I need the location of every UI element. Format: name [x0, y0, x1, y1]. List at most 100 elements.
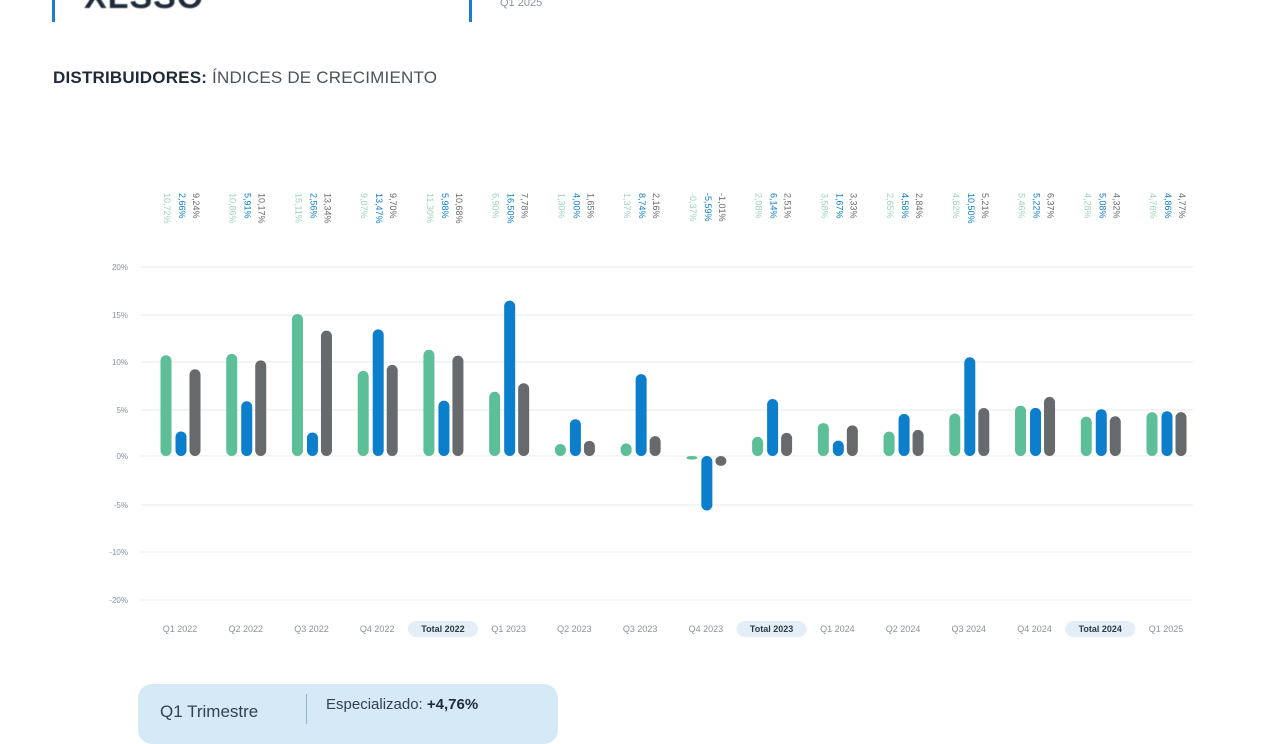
- x-tick-label: Q3 2023: [623, 624, 658, 634]
- data-label: 10,86%: [228, 193, 238, 224]
- bar: [701, 456, 713, 511]
- bar: [1109, 416, 1121, 456]
- y-tick-label: 10%: [112, 358, 128, 367]
- x-tick-label: Q2 2022: [228, 624, 263, 634]
- data-label: 4,32%: [1111, 193, 1121, 219]
- summary-label: Especializado:: [326, 696, 423, 713]
- data-label: 4,86%: [1163, 193, 1173, 219]
- bar: [781, 432, 793, 456]
- bar: [1161, 411, 1173, 456]
- bar: [255, 360, 267, 456]
- page-subtitle: Q1 2025: [500, 0, 543, 9]
- bar: [438, 400, 450, 456]
- data-label: 6,90%: [491, 193, 501, 219]
- data-label: 9,07%: [359, 193, 369, 219]
- data-label: 2,65%: [885, 193, 895, 219]
- data-label: -0,37%: [688, 193, 698, 222]
- x-tick-label: Total 2022: [421, 624, 464, 634]
- bar: [1080, 416, 1092, 456]
- data-label: 10,50%: [966, 193, 976, 224]
- y-tick-label: -10%: [109, 548, 128, 557]
- bar: [518, 383, 530, 456]
- bar: [189, 369, 201, 456]
- summary-card: Q1 Trimestre Especializado: +4,76%: [138, 684, 558, 744]
- bar: [291, 313, 303, 456]
- x-tick-label: Q2 2023: [557, 624, 592, 634]
- bar: [175, 431, 187, 456]
- data-label: 7,78%: [520, 193, 530, 219]
- data-label: 10,68%: [454, 193, 464, 224]
- bar: [752, 436, 764, 456]
- data-label: 1,30%: [556, 193, 566, 219]
- data-label: -5,59%: [703, 193, 713, 222]
- x-tick-label: Q4 2024: [1017, 624, 1052, 634]
- bar: [846, 425, 858, 456]
- data-label: 1,67%: [834, 193, 844, 219]
- x-tick-label: Q3 2022: [294, 624, 329, 634]
- bar: [452, 355, 464, 456]
- data-label: 5,22%: [1032, 193, 1042, 219]
- data-label: 2,56%: [308, 193, 318, 219]
- data-label: 5,08%: [1097, 193, 1107, 219]
- data-label: 9,24%: [191, 193, 201, 219]
- x-tick-label: Q1 2023: [491, 624, 526, 634]
- data-label: 8,74%: [637, 193, 647, 219]
- section-title: DISTRIBUIDORES: ÍNDICES DE CRECIMIENTO: [53, 68, 437, 88]
- bar: [1030, 407, 1042, 456]
- bar: [386, 364, 398, 456]
- bar: [241, 401, 253, 456]
- y-tick-label: -5%: [114, 501, 128, 510]
- bar: [423, 349, 435, 456]
- data-label: 11,30%: [425, 193, 435, 223]
- bar: [649, 436, 661, 456]
- data-label: 5,98%: [440, 193, 450, 219]
- bar: [226, 353, 238, 456]
- data-label: 4,58%: [900, 193, 910, 219]
- bar: [898, 413, 910, 456]
- x-tick-label: Total 2024: [1079, 624, 1122, 634]
- x-tick-badge: [1065, 621, 1136, 637]
- bar: [978, 407, 990, 456]
- x-tick-label: Q1 2025: [1149, 624, 1184, 634]
- bar: [949, 413, 961, 456]
- section-title-bold: DISTRIBUIDORES:: [53, 68, 208, 87]
- bar: [320, 330, 332, 456]
- data-label: 4,28%: [1082, 193, 1092, 219]
- bar: [817, 423, 829, 456]
- y-tick-label: 15%: [112, 311, 128, 320]
- bar: [306, 432, 318, 456]
- data-label: 5,21%: [980, 193, 990, 219]
- data-label: 1,37%: [622, 193, 632, 219]
- bar: [767, 399, 779, 456]
- data-label: 5,46%: [1017, 193, 1027, 219]
- data-label: 6,14%: [769, 193, 779, 219]
- data-label: 3,58%: [819, 193, 829, 219]
- data-label: 6,37%: [1046, 193, 1056, 219]
- data-label: 2,51%: [783, 193, 793, 219]
- x-tick-badge: [407, 621, 478, 637]
- y-tick-label: 0%: [116, 452, 128, 461]
- data-label: 4,00%: [571, 193, 581, 219]
- data-label: 2,16%: [651, 193, 661, 219]
- bar: [1044, 396, 1056, 456]
- bar: [504, 300, 516, 456]
- summary-period: Q1 Trimestre: [160, 702, 259, 721]
- x-tick-badge: [736, 621, 807, 637]
- bar: [964, 357, 976, 456]
- growth-index-chart: 20% 15% 10% 5% 0% -5% -10% -20% 10,72% 2,66% 9,24%…: [109, 193, 1193, 637]
- bar: [357, 370, 369, 456]
- bar: [1175, 412, 1187, 456]
- x-tick-label: Total 2023: [750, 624, 793, 634]
- bar: [554, 444, 566, 456]
- bar: [1015, 405, 1027, 456]
- y-tick-label: 5%: [116, 406, 128, 415]
- summary-divider: [306, 694, 307, 724]
- bar: [635, 374, 647, 456]
- bar: [372, 329, 384, 456]
- data-label: 16,50%: [506, 193, 516, 224]
- data-label: 13,47%: [374, 193, 384, 224]
- x-tick-label: Q3 2024: [952, 624, 987, 634]
- x-tick-label: Q1 2022: [163, 624, 198, 634]
- x-tick-label: Q4 2022: [360, 624, 395, 634]
- bar: [160, 355, 172, 456]
